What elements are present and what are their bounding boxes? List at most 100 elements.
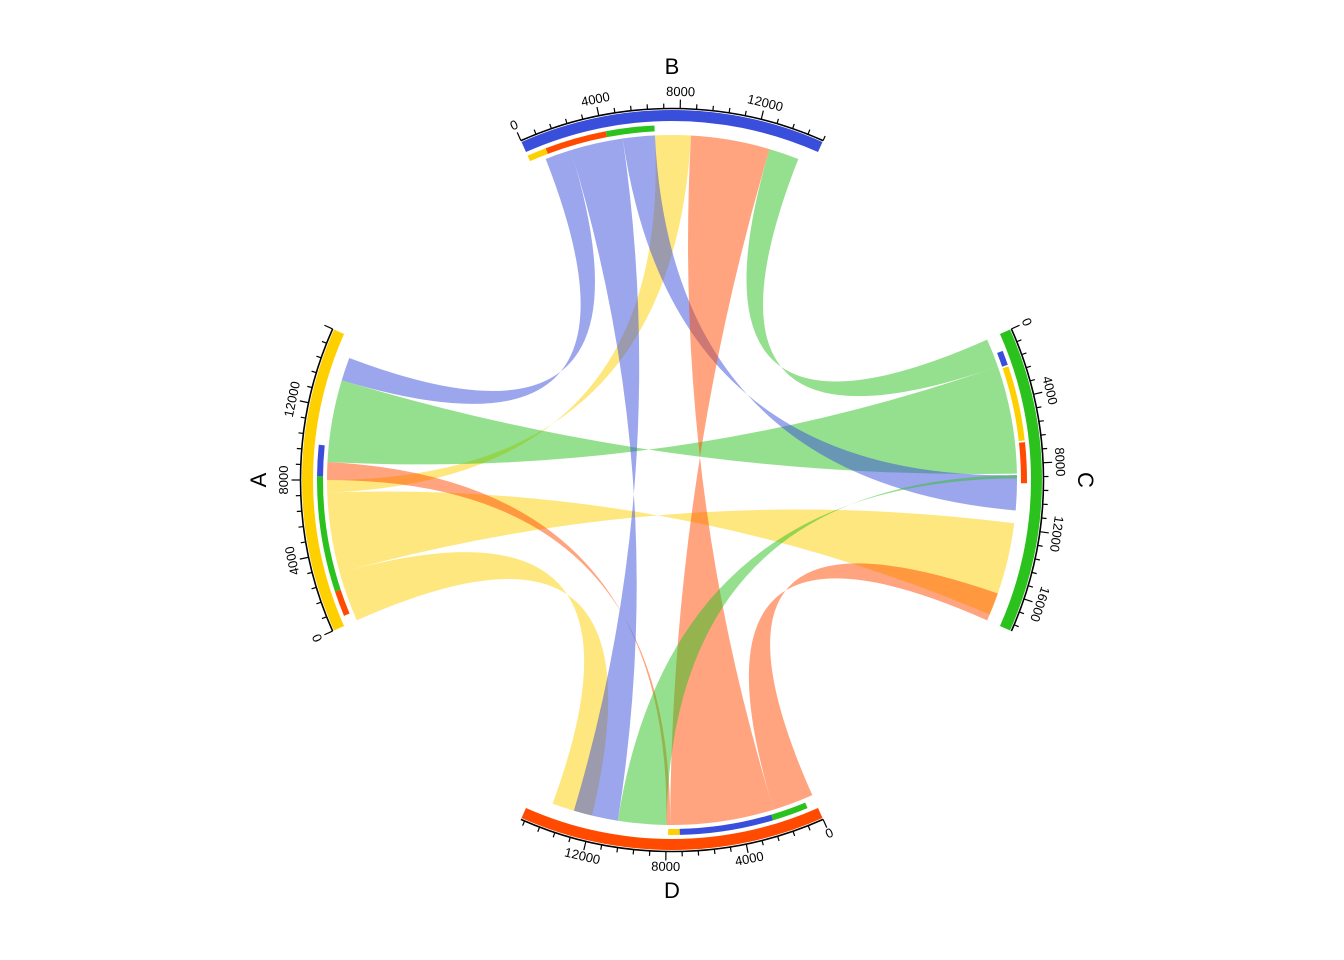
minor-tick [616, 847, 619, 853]
minor-tick [792, 123, 795, 129]
minor-tick [568, 837, 571, 843]
minor-tick [316, 601, 322, 605]
inner-tracks [317, 125, 1027, 836]
minor-tick [807, 129, 811, 135]
track-segment-d-1 [679, 814, 773, 835]
chord-link-a-b-5 [341, 150, 595, 404]
major-tick [583, 841, 587, 851]
major-tick [760, 110, 764, 120]
minor-tick [632, 849, 635, 855]
chord-link-c-d-10 [617, 475, 1017, 825]
minor-tick [298, 525, 304, 528]
track-segment-b-1 [545, 131, 607, 154]
major-tick [1033, 391, 1043, 395]
tick-label: 0 [309, 632, 326, 645]
chord-link-a-d-0 [339, 552, 609, 816]
minor-tick [300, 416, 306, 419]
minor-tick [713, 849, 716, 855]
minor-tick [316, 355, 322, 359]
chord-link-a-c-4 [327, 366, 1017, 474]
axis-line-a [299, 328, 334, 632]
track-segment-b-0 [527, 148, 548, 162]
minor-tick [533, 129, 537, 135]
minor-tick [807, 825, 811, 831]
major-tick [1039, 531, 1049, 534]
sector-a: 0 4000 8000 12000 A [246, 324, 345, 645]
minor-tick [1013, 624, 1019, 628]
minor-tick [1040, 433, 1046, 436]
minor-tick [300, 541, 306, 544]
minor-tick [564, 118, 568, 124]
major-tick [324, 324, 333, 330]
minor-tick [581, 114, 584, 120]
sector-arc-a [302, 329, 345, 631]
major-tick [822, 819, 828, 828]
minor-tick [1037, 544, 1043, 547]
tick-label: 4000 [282, 545, 303, 576]
tick-label: 0 [508, 117, 521, 134]
minor-tick [629, 105, 632, 111]
minor-tick [613, 107, 616, 114]
major-tick [1011, 324, 1020, 330]
minor-tick [1031, 571, 1037, 575]
minor-tick [1016, 339, 1022, 343]
tick-label: 16000 [1027, 585, 1053, 624]
minor-tick [311, 586, 317, 590]
axis-line-c [1010, 328, 1045, 632]
track-segment-a-1 [317, 476, 341, 592]
minor-tick [777, 835, 780, 842]
minor-tick [1034, 558, 1041, 561]
minor-tick [600, 844, 603, 850]
minor-tick [298, 432, 304, 435]
tick-label: 4000 [1039, 375, 1060, 407]
axis-line-d [520, 818, 824, 853]
minor-tick [1036, 406, 1042, 409]
minor-tick [1029, 379, 1036, 382]
minor-tick [744, 110, 747, 116]
minor-tick [712, 105, 715, 111]
minor-tick [1038, 420, 1044, 423]
minor-tick [822, 135, 826, 141]
minor-tick [307, 571, 313, 575]
sector-arc-d [521, 807, 823, 850]
sector-label-a: A [246, 472, 271, 487]
minor-tick [321, 616, 327, 620]
sector-c: 0 4000 8000 12000 16000 C [999, 316, 1098, 632]
track-segment-b-2 [605, 125, 655, 138]
minor-tick [311, 370, 317, 374]
sector-label-d: D [664, 878, 680, 903]
tick-label: 4000 [734, 848, 765, 868]
minor-tick [1027, 585, 1034, 588]
chord-link-b-d-6 [570, 138, 640, 821]
chord-links [327, 134, 1018, 825]
tick-label: 8000 [651, 859, 680, 874]
minor-tick [1021, 352, 1027, 356]
major-tick [516, 132, 522, 141]
sector-arc-b [521, 110, 823, 153]
minor-tick [549, 123, 552, 129]
major-tick [596, 106, 600, 116]
track-segment-c-2 [1019, 442, 1027, 484]
minor-tick [776, 118, 780, 124]
sector-label-b: B [665, 54, 680, 79]
sector-label-c: C [1073, 472, 1098, 488]
minor-tick [1019, 611, 1025, 615]
minor-tick [729, 846, 732, 852]
minor-tick [307, 385, 313, 389]
tick-label: 12000 [563, 844, 602, 867]
tick-label: 0 [823, 825, 836, 842]
minor-tick [552, 832, 556, 838]
tick-label: 8000 [276, 466, 291, 495]
major-tick [324, 630, 333, 636]
track-segment-a-2 [317, 444, 325, 477]
minor-tick [321, 340, 327, 344]
tick-label: 12000 [281, 380, 303, 418]
chord-link-c-d-11 [748, 563, 998, 810]
sector-d: 0 4000 8000 12000 D [520, 807, 836, 903]
track-segment-c-1 [1002, 366, 1025, 442]
chord-link-a-c-1 [327, 491, 1015, 615]
tick-label: 0 [1019, 316, 1036, 329]
tick-label: 12000 [1047, 515, 1067, 553]
track-segment-c-0 [997, 350, 1008, 367]
